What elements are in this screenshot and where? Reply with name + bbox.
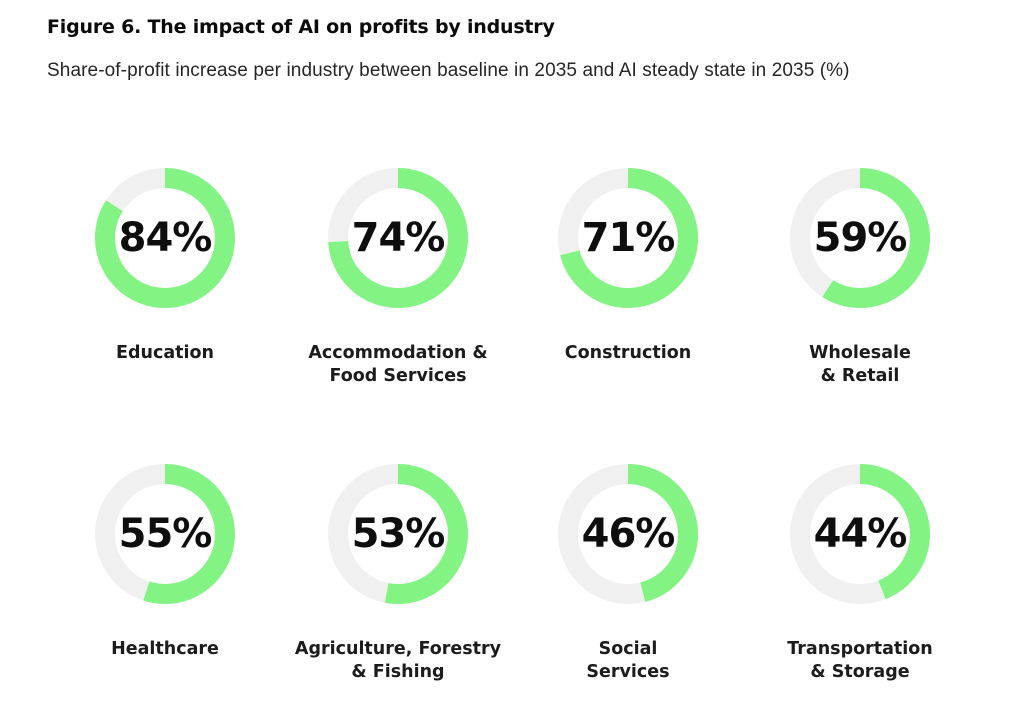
donut-svg — [328, 464, 468, 604]
donut-ring: 84% — [95, 168, 235, 308]
donut-value-label: 53% — [351, 511, 446, 557]
donut-svg — [790, 464, 930, 604]
donut-ring: 74% — [328, 168, 468, 308]
donut-value-arc — [328, 168, 468, 308]
donut-svg — [328, 168, 468, 308]
industry-label: Agriculture, Forestry & Fishing — [294, 639, 502, 682]
donut-value-label: 84% — [118, 215, 213, 261]
donut-svg — [558, 168, 698, 308]
donut-svg — [790, 168, 930, 308]
donut-value-label: 46% — [581, 511, 676, 557]
industry-label: Transportation & Storage — [787, 639, 933, 682]
industry-label: Education — [116, 343, 214, 363]
industry-label: Wholesale & Retail — [809, 343, 911, 386]
industry-label: Healthcare — [111, 639, 219, 659]
donut-value-label: 44% — [813, 511, 908, 557]
donut-value-label: 59% — [813, 215, 908, 261]
donut-ring: 53% — [328, 464, 468, 604]
donut-value-arc — [328, 464, 468, 604]
donut-value-label: 55% — [118, 511, 213, 557]
donut-ring: 46% — [558, 464, 698, 604]
donut-value-label: 74% — [351, 215, 446, 261]
donut-value-arc — [790, 464, 930, 604]
chart-subtitle: Share-of-profit increase per industry be… — [47, 60, 850, 81]
chart-title: Figure 6. The impact of AI on profits by… — [47, 16, 555, 38]
industry-label: Social Services — [586, 639, 670, 682]
donut-value-arc — [558, 464, 698, 604]
donut-value-label: 71% — [581, 215, 676, 261]
donut-value-arc — [790, 168, 930, 308]
donut-ring: 55% — [95, 464, 235, 604]
donut-value-arc — [95, 168, 235, 308]
donut-svg — [95, 464, 235, 604]
donut-value-arc — [558, 168, 698, 308]
industry-label: Construction — [564, 343, 692, 363]
donut-svg — [95, 168, 235, 308]
donut-ring: 59% — [790, 168, 930, 308]
industry-label: Accommodation & Food Services — [308, 343, 488, 386]
donut-value-arc — [95, 464, 235, 604]
donut-svg — [558, 464, 698, 604]
donut-ring: 71% — [558, 168, 698, 308]
donut-ring: 44% — [790, 464, 930, 604]
